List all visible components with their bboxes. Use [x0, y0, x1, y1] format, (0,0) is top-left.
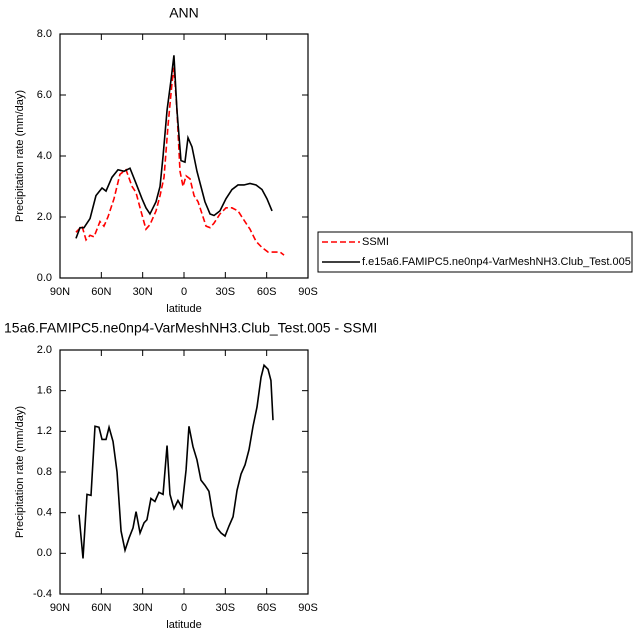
- y-tick-label: 2.0: [37, 211, 52, 223]
- x-tick-label: 60S: [257, 602, 277, 614]
- x-tick-label: 90N: [50, 602, 70, 614]
- x-tick-label: 30S: [216, 286, 236, 298]
- y-axis-label: Precipitation rate (mm/day): [14, 406, 26, 538]
- y-tick-label: -0.4: [33, 588, 52, 600]
- y-tick-label: 0.4: [37, 507, 52, 519]
- legend-label: SSMI: [362, 236, 389, 248]
- x-tick-label: 0: [181, 602, 187, 614]
- y-tick-label: 0.0: [37, 547, 52, 559]
- x-tick-label: 30S: [216, 602, 236, 614]
- y-tick-label: 0.0: [37, 272, 52, 284]
- y-tick-label: 6.0: [37, 89, 52, 101]
- x-axis-label: latitude: [166, 619, 201, 631]
- x-tick-label: 60N: [91, 602, 111, 614]
- y-tick-label: 4.0: [37, 150, 52, 162]
- x-tick-label: 90N: [50, 286, 70, 298]
- x-tick-label: 60N: [91, 286, 111, 298]
- series-line: [75, 67, 285, 256]
- plot-frame: [59, 349, 309, 595]
- x-tick-label: 0: [181, 286, 187, 298]
- chart-title: 15a6.FAMIPC5.ne0np4-VarMeshNH3.Club_Test…: [4, 320, 377, 336]
- y-axis-label: Precipitation rate (mm/day): [14, 90, 26, 222]
- x-tick-label: 30N: [133, 602, 153, 614]
- legend-label: f.e15a6.FAMIPC5.ne0np4-VarMeshNH3.Club_T…: [362, 256, 631, 268]
- chart-title: ANN: [169, 5, 199, 21]
- legend-frame: [317, 231, 633, 273]
- y-tick-label: 8.0: [37, 28, 52, 40]
- y-tick-label: 1.2: [37, 425, 52, 437]
- series-line: [78, 363, 274, 559]
- plot-frame: [59, 33, 309, 279]
- x-axis-label: latitude: [166, 303, 201, 315]
- x-tick-label: 90S: [298, 602, 318, 614]
- y-tick-label: 2.0: [37, 344, 52, 356]
- x-tick-label: 30N: [133, 286, 153, 298]
- x-tick-label: 60S: [257, 286, 277, 298]
- y-tick-label: 0.8: [37, 466, 52, 478]
- y-tick-label: 1.6: [37, 385, 52, 397]
- x-tick-label: 90S: [298, 286, 318, 298]
- series-line: [75, 55, 273, 239]
